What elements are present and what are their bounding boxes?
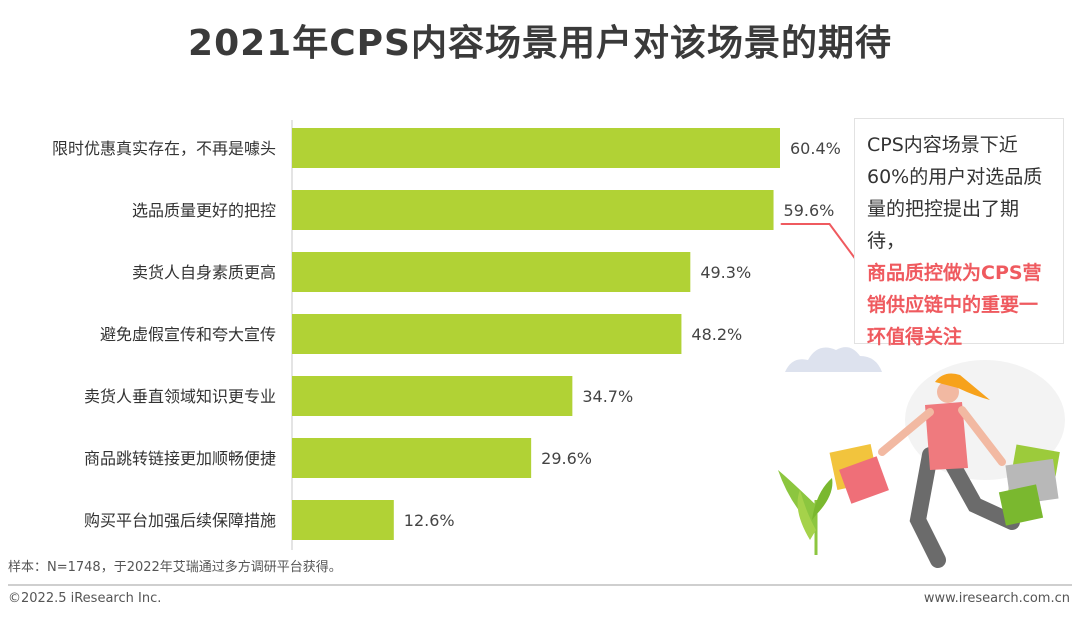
category-label-0: 限时优惠真实存在，不再是噱头 [52,139,276,158]
website-text: www.iresearch.com.cn [923,591,1070,606]
cloud-icon [785,347,882,372]
category-label-3: 避免虚假宣传和夸大宣传 [100,325,276,344]
bar-2 [292,252,691,292]
copyright-text: ©2022.5 iResearch Inc. [8,591,162,606]
sample-note: 样本：N=1748，于2022年艾瑞通过多方调研平台获得。 [8,560,342,575]
value-label-3: 48.2% [691,325,742,344]
callout-line: CPS内容场景下近 [867,134,1018,156]
bar-0 [292,128,780,168]
category-label-1: 选品质量更好的把控 [132,201,276,220]
value-label-0: 60.4% [790,139,841,158]
callout-highlight: 销供应链中的重要一 [867,294,1039,316]
callout-line: 60%的用户对选品质 [867,166,1043,188]
callout-highlight: 环值得关注 [867,326,963,348]
callout-highlight: 商品质控做为CPS营 [867,262,1042,284]
value-label-4: 34.7% [582,387,633,406]
category-label-4: 卖货人垂直领域知识更专业 [84,387,276,406]
bar-5 [292,438,532,478]
callout-box: CPS内容场景下近 60%的用户对选品质 量的把控提出了期待， 商品质控做为CP… [854,118,1064,348]
shopper-icon [829,360,1065,568]
highlight-underline [780,223,865,271]
bar-3 [292,314,682,354]
chart-title: 2021年CPS内容场景用户对该场景的期待 [188,23,892,64]
value-label-1: 59.6% [784,201,835,220]
category-label-5: 商品跳转链接更加顺畅便捷 [84,449,276,468]
bar-1 [292,190,774,230]
bar-4 [292,376,573,416]
footer-divider [8,584,1072,586]
category-label-2: 卖货人自身素质更高 [132,263,276,282]
category-label-6: 购买平台加强后续保障措施 [84,511,276,530]
bar-6 [292,500,394,540]
value-label-6: 12.6% [404,511,455,530]
plant-icon [778,470,833,555]
value-label-2: 49.3% [700,263,751,282]
callout-line: 量的把控提出了期待， [867,198,1020,252]
value-label-5: 29.6% [541,449,592,468]
